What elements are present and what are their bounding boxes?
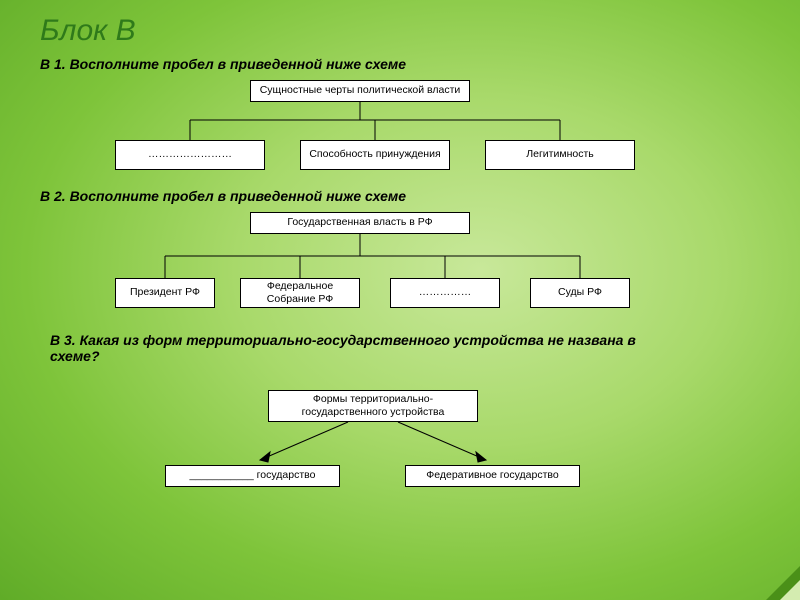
d1-child-2: Легитимность [485, 140, 635, 170]
section-2-heading: В 2. Восполните пробел в приведенной ниж… [40, 188, 406, 204]
page-title: Блок В [40, 14, 136, 48]
d2-child-2: …………… [390, 278, 500, 308]
d1-child-0: …………………… [115, 140, 265, 170]
d2-child-3: Суды РФ [530, 278, 630, 308]
section-3-heading: В 3. Какая из форм территориально-госуда… [50, 332, 650, 364]
d3-child-1: Федеративное государство [405, 465, 580, 487]
page-corner-decoration [766, 566, 800, 600]
d2-child-1: Федеральное Собрание РФ [240, 278, 360, 308]
d1-root: Сущностные черты политической власти [250, 80, 470, 102]
d3-child-0: ___________ государство [165, 465, 340, 487]
d2-child-0: Президент РФ [115, 278, 215, 308]
d3-root: Формы территориально-государственного ус… [268, 390, 478, 422]
d1-child-1: Способность принуждения [300, 140, 450, 170]
d2-root: Государственная власть в РФ [250, 212, 470, 234]
section-1-heading: В 1. Восполните пробел в приведенной ниж… [40, 56, 406, 72]
